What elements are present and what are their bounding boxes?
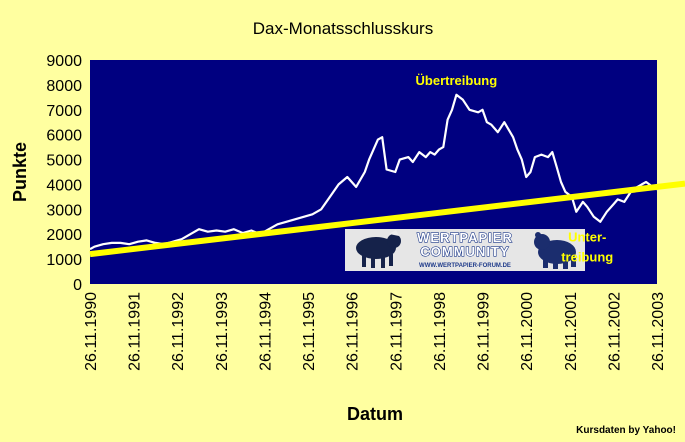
banner-logo: WERTPAPIER COMMUNITY WWW.WERTPAPIER-FORU… bbox=[345, 229, 585, 271]
banner-url: WWW.WERTPAPIER-FORUM.DE bbox=[419, 263, 511, 269]
annotation-label: Unter- bbox=[568, 230, 606, 245]
x-tick-label: 26.11.1998 bbox=[432, 292, 449, 371]
x-tick-label: 26.11.1990 bbox=[83, 292, 100, 371]
y-tick-label: 1000 bbox=[46, 252, 82, 269]
y-axis-label: Punkte bbox=[10, 142, 30, 202]
x-tick-label: 26.11.1996 bbox=[345, 292, 362, 371]
x-tick-label: 26.11.1995 bbox=[301, 292, 318, 371]
banner-title-line1: WERTPAPIER bbox=[417, 230, 513, 245]
y-tick-label: 7000 bbox=[46, 103, 82, 120]
x-tick-label: 26.11.2003 bbox=[650, 292, 667, 371]
data-credit: Kursdaten by Yahoo! bbox=[576, 425, 676, 436]
trend-line bbox=[89, 180, 685, 258]
x-tick-label: 26.11.2000 bbox=[519, 292, 536, 371]
x-axis-label: Datum bbox=[347, 404, 403, 424]
x-tick-label: 26.11.1991 bbox=[127, 292, 144, 371]
y-tick-label: 8000 bbox=[46, 78, 82, 95]
y-tick-label: 5000 bbox=[46, 153, 82, 170]
y-tick-label: 0 bbox=[73, 277, 82, 294]
y-tick-label: 9000 bbox=[46, 53, 82, 70]
annotations-layer: Übertreibung Unter-treibung bbox=[416, 73, 614, 265]
y-axis-ticks: 0 1000 2000 3000 4000 5000 6000 7000 8000 9000 bbox=[46, 53, 82, 294]
y-tick-label: 2000 bbox=[46, 227, 82, 244]
annotation-label: Übertreibung bbox=[416, 73, 498, 88]
bull-icon bbox=[356, 230, 401, 268]
y-tick-label: 4000 bbox=[46, 177, 82, 194]
series-layer bbox=[89, 93, 685, 258]
x-tick-label: 26.11.2001 bbox=[563, 292, 580, 371]
x-tick-label: 26.11.2002 bbox=[606, 292, 623, 371]
bear-icon bbox=[534, 232, 576, 269]
annotation-label: treibung bbox=[561, 250, 613, 265]
x-tick-label: 26.11.1994 bbox=[257, 292, 274, 371]
x-tick-label: 26.11.1992 bbox=[170, 292, 187, 371]
x-tick-label: 26.11.1993 bbox=[214, 292, 231, 371]
y-tick-label: 3000 bbox=[46, 202, 82, 219]
x-axis-ticks: 26.11.1990 26.11.1991 26.11.1992 26.11.1993… bbox=[83, 292, 667, 371]
chart-title: Dax-Monatsschlusskurs bbox=[253, 19, 433, 38]
x-tick-label: 26.11.1997 bbox=[388, 292, 405, 371]
y-tick-label: 6000 bbox=[46, 128, 82, 145]
x-tick-label: 26.11.1999 bbox=[476, 292, 493, 371]
dax-series-line bbox=[90, 93, 657, 251]
banner-title-line2: COMMUNITY bbox=[420, 244, 509, 259]
